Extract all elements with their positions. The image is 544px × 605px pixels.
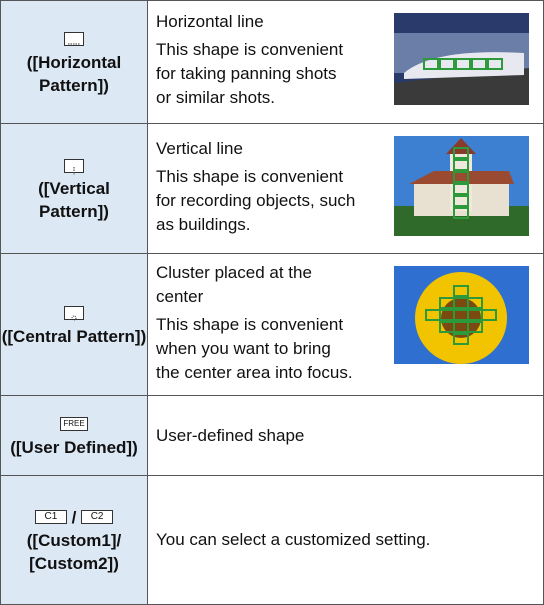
description-cell: Cluster placed at the center This shape … (147, 253, 544, 396)
pattern-cell: ([Horizontal Pattern]) (0, 0, 148, 124)
central-icon (64, 306, 84, 321)
pattern-label: ([Horizontal Pattern]) (26, 52, 122, 95)
custom2-icon: C2 (81, 510, 114, 525)
description-cell: User-defined shape (147, 395, 544, 476)
vertical-icon (64, 158, 84, 175)
row: C1 / C2 ([Custom1]/ [Custom2]) You can s… (0, 475, 544, 605)
shape-title: Vertical line (156, 138, 243, 158)
free-icon: FREE (60, 417, 88, 432)
shape-description: This shape is convenient for recording o… (156, 166, 356, 234)
pattern-label: ([Central Pattern]) (1, 326, 147, 346)
description-cell: Horizontal line This shape is convenient… (147, 0, 544, 124)
row: FREE ([User Defined]) User-defined shape (0, 395, 544, 476)
pattern-cell: C1 / C2 ([Custom1]/ [Custom2]) (0, 475, 148, 605)
pattern-cell: ([Central Pattern]) (0, 253, 148, 396)
custom1-icon: C1 (34, 510, 67, 525)
shape-title: User-defined shape (156, 425, 305, 445)
shape-title: Horizontal line (156, 12, 264, 31)
pattern-cell: ([Vertical Pattern]) (0, 123, 148, 254)
description-cell: Vertical line This shape is convenient f… (147, 123, 544, 254)
row: ([Horizontal Pattern]) Horizontal line T… (0, 0, 544, 124)
shape-title: You can select a customized setting. (156, 530, 431, 549)
horizontal-icon (64, 32, 84, 47)
photo-sunflower (394, 266, 529, 364)
photo-train (394, 13, 529, 105)
row: ([Central Pattern]) Cluster placed at th… (0, 253, 544, 396)
shape-description: This shape is convenient for taking pann… (156, 40, 344, 107)
shape-title: Cluster placed at the center (156, 262, 312, 306)
pattern-label: ([Custom1]/ [Custom2]) (26, 530, 122, 573)
row: ([Vertical Pattern]) Vertical line This … (0, 123, 544, 254)
shape-description: This shape is convenient when you want t… (156, 314, 353, 382)
pattern-label: ([Vertical Pattern]) (38, 179, 110, 221)
icon-separator: / (71, 507, 77, 527)
description-cell: You can select a customized setting. (147, 475, 544, 605)
pattern-label: ([User Defined]) (10, 437, 138, 457)
pattern-cell: FREE ([User Defined]) (0, 395, 148, 476)
photo-building (394, 136, 529, 236)
